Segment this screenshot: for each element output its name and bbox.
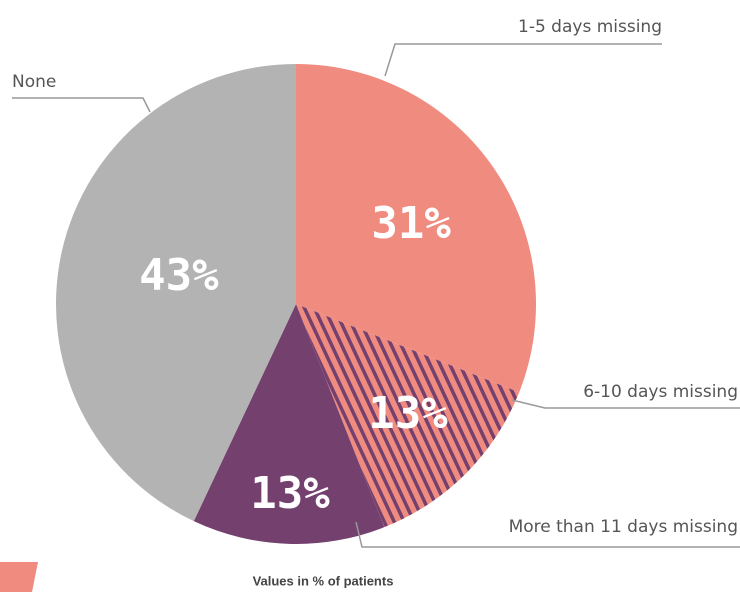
pie-slice [296,64,536,393]
category-label: 1-5 days missing [518,17,662,37]
pie-slice [55,64,296,522]
footnote: Values in % of patients [253,573,394,588]
category-label: None [12,72,56,92]
value-label: 31% [371,198,451,249]
leader-line [511,399,740,409]
pie-slice [296,304,520,528]
value-label: 43% [139,250,219,301]
leader-line [355,521,740,548]
category-label: More than 11 days missing [509,517,738,537]
pie-slice [193,304,385,545]
leader-line [384,43,662,77]
value-label: 13% [250,468,330,519]
decoration [0,562,38,592]
value-label: 13% [368,388,448,439]
leader-line [12,97,151,113]
category-label: 6-10 days missing [583,382,738,402]
